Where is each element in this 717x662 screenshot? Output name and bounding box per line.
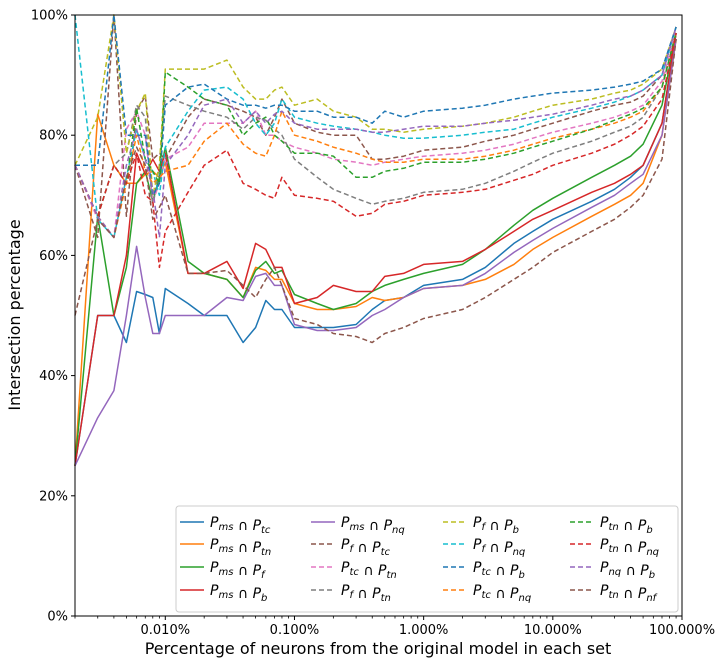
series-line-f-nq-9	[74, 14, 677, 239]
legend-label: Pf ∩ Ptc	[341, 537, 391, 558]
x-axis: 0.010% 0.100% 1.000% 10.000% 100.000%	[74, 616, 715, 638]
series-line-f-tn-7	[74, 32, 677, 218]
series-line-ms-nq-4	[74, 38, 677, 467]
legend-label: Pms ∩ Pb	[210, 583, 267, 604]
series-line-f-tc-5	[74, 14, 677, 239]
series-line-ms-tn-1	[74, 38, 677, 466]
plot-frame	[74, 14, 683, 617]
legend-label: Ptn ∩ Pnf	[600, 583, 658, 604]
x-axis-label: Percentage of neurons from the original …	[145, 639, 612, 658]
x-tick-label: 0.010%	[141, 623, 191, 638]
x-tick-label: 0.100%	[270, 623, 320, 638]
y-tick-label: 0%	[47, 610, 68, 625]
series-line-nq-b-14	[74, 26, 677, 239]
y-axis: 0% 20% 40% 60% 80% 100%	[31, 9, 75, 625]
legend-label: Pms ∩ Ptn	[210, 537, 271, 558]
series-line-tn-nq-13	[74, 32, 677, 269]
y-tick-label: 40%	[39, 369, 68, 384]
series-line-ms-b-3	[74, 32, 677, 466]
legend-box	[175, 505, 679, 613]
y-axis-label: Intersection percentage	[5, 219, 24, 410]
legend-label: Pf ∩ Pnq	[473, 537, 525, 558]
series-line-tc-tn-6	[74, 32, 677, 239]
series-line-tn-nf-15	[74, 38, 677, 344]
x-tick-label: 10.000%	[524, 623, 582, 638]
legend-label: Pf ∩ Ptn	[341, 583, 391, 604]
series-layer	[74, 14, 677, 467]
y-tick-label: 20%	[39, 489, 68, 504]
series-line-tc-nq-11	[74, 32, 677, 239]
y-tick-label: 80%	[39, 129, 68, 144]
legend-label: Ptc ∩ Pnq	[473, 583, 531, 604]
legend-label: Pf ∩ Pb	[473, 515, 519, 536]
y-tick-label: 60%	[39, 249, 68, 264]
series-line-tn-b-12	[74, 32, 677, 218]
x-tick-label: 1.000%	[399, 623, 449, 638]
legend-label: Ptn ∩ Pnq	[600, 537, 659, 558]
legend-label: Ptc ∩ Ptn	[341, 560, 397, 581]
legend-label: Pms ∩ Pnq	[341, 515, 405, 536]
legend-label: Pnq ∩ Pb	[600, 560, 655, 581]
legend-label: Pms ∩ Ptc	[210, 515, 271, 536]
y-tick-label: 100%	[31, 9, 68, 24]
series-line-f-b-8	[74, 14, 677, 197]
x-tick-label: 100.000%	[649, 623, 715, 638]
legend-label: Ptc ∩ Pb	[473, 560, 525, 581]
legend-label: Ptn ∩ Pb	[600, 515, 653, 536]
legend-label: Pms ∩ Pf	[210, 560, 266, 581]
